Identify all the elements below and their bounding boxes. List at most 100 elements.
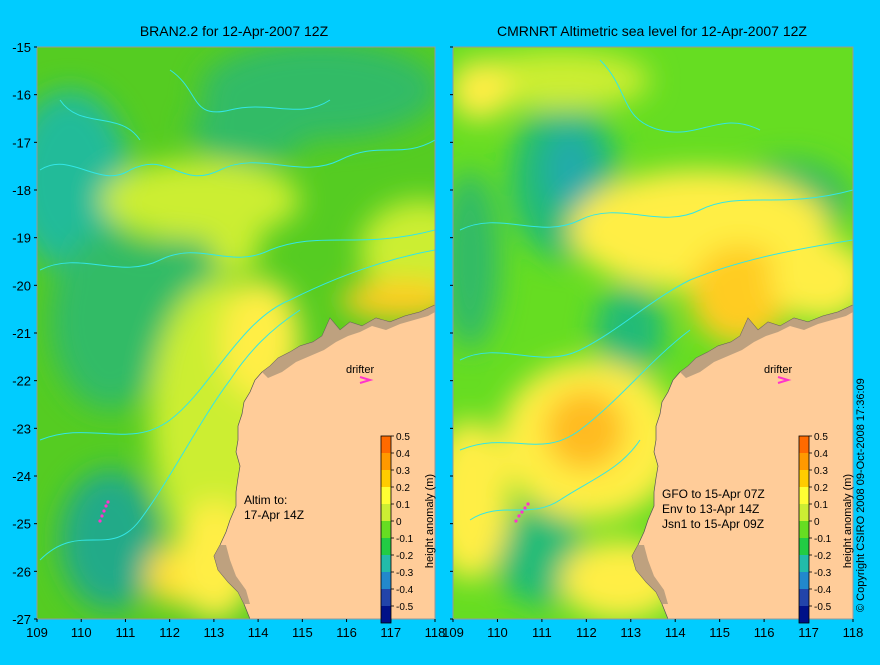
colorbar-swatch — [381, 538, 391, 555]
colorbar-swatch — [799, 487, 809, 504]
colorbar-swatch — [799, 538, 809, 555]
colorbar-tick-label: 0 — [396, 517, 402, 528]
y-tick-label: -18 — [12, 183, 31, 198]
colorbar-tick-label: 0.1 — [396, 500, 410, 511]
colorbar-tick-label: -0.4 — [814, 585, 832, 596]
coast-shading — [680, 305, 853, 378]
drifter-label: drifter — [764, 364, 792, 376]
x-tick-label: 115 — [709, 625, 730, 640]
x-tick-label: 115 — [292, 625, 313, 640]
colorbar-swatch — [381, 453, 391, 470]
colorbar-tick-label: 0 — [814, 517, 820, 528]
altimetry-note: Altim to: 17-Apr 14Z — [244, 493, 304, 522]
coast-shading — [262, 305, 435, 378]
y-tick-label: -21 — [12, 326, 31, 341]
colorbar-label: height anomaly (m) — [424, 474, 436, 568]
y-tick-label: -25 — [12, 517, 31, 532]
right-axes: 109 110 111 112 113 114 115 116 117 118 — [442, 46, 864, 640]
colorbar-tick-label: -0.5 — [396, 602, 414, 613]
colorbar-swatch — [799, 521, 809, 538]
colorbar-tick-label: 0.1 — [814, 500, 828, 511]
x-tick-label: 117 — [798, 625, 819, 640]
colorbar-tick-label: -0.2 — [814, 551, 832, 562]
land-area — [631, 304, 853, 619]
satellite-note: GFO to 15-Apr 07Z Env to 13-Apr 14Z Jsn1… — [662, 487, 768, 531]
x-tick-label: 110 — [487, 625, 508, 640]
colorbar-swatch — [381, 555, 391, 572]
y-tick-label: -19 — [12, 231, 31, 246]
drifter-label: drifter — [346, 364, 374, 376]
colorbar-swatch — [799, 572, 809, 589]
colorbar-swatch — [799, 436, 809, 453]
drifter-track — [98, 500, 110, 523]
x-tick-label: 111 — [532, 625, 552, 640]
coast-shading — [214, 545, 250, 604]
colorbar-tick-label: -0.2 — [396, 551, 414, 562]
x-tick-label: 109 — [26, 625, 48, 640]
x-tick-label: 110 — [71, 625, 92, 640]
colorbar-tick-label: 0.3 — [396, 466, 410, 477]
y-tick-label: -16 — [12, 88, 31, 103]
left-map: drifter Altim to: 17-Apr 14Z — [37, 47, 435, 619]
left-panel-title: BRAN2.2 for 12-Apr-2007 12Z — [140, 23, 329, 39]
colorbar-swatch — [799, 555, 809, 572]
colorbar-swatch — [381, 504, 391, 521]
x-tick-label: 117 — [380, 625, 401, 640]
left-colorbar: 0.5 0.4 0.3 0.2 0.1 0 -0.1 -0.2 -0.3 -0.4 -0.5 heig… — [380, 432, 436, 624]
copyright-timestamp: © Copyright CSIRO 2008 09-Oct-2008 17:36… — [855, 378, 867, 612]
drifter-track — [514, 502, 530, 523]
colorbar-swatch — [799, 453, 809, 470]
colorbar-swatch — [799, 470, 809, 487]
x-tick-label: 118 — [425, 625, 446, 640]
colorbar-frame — [798, 435, 810, 624]
colorbar-swatch — [381, 521, 391, 538]
colorbar-tick-label: -0.1 — [814, 534, 832, 545]
y-tick-label: -27 — [12, 612, 31, 627]
colorbar-tick-label: 0.2 — [814, 483, 828, 494]
coast-shading — [632, 545, 668, 604]
drifter-marker — [359, 376, 374, 384]
y-tick-label: -23 — [12, 421, 31, 436]
x-tick-label: 113 — [620, 625, 641, 640]
contour-lines — [459, 59, 853, 521]
right-colorbar: 0.5 0.4 0.3 0.2 0.1 0 -0.1 -0.2 -0.3 -0.4 -0.5 heig… — [798, 432, 854, 624]
y-tick-label: -26 — [12, 564, 31, 579]
colorbar-tick-label: -0.4 — [396, 585, 414, 596]
x-tick-label: 114 — [665, 625, 686, 640]
right-map: drifter GFO to 15-Apr 07Z Env to 13-Apr … — [453, 47, 853, 619]
right-panel-title: CMRNRT Altimetric sea level for 12-Apr-2… — [497, 23, 807, 39]
x-tick-label: 111 — [116, 625, 136, 640]
colorbar-frame — [380, 435, 392, 624]
y-tick-label: -22 — [12, 374, 31, 389]
x-tick-label: 116 — [336, 625, 357, 640]
colorbar-swatch — [381, 470, 391, 487]
colorbar-tick-label: 0.5 — [396, 432, 410, 443]
x-tick-label: 112 — [159, 625, 180, 640]
colorbar-swatch — [381, 487, 391, 504]
contour-lines — [39, 69, 435, 561]
colorbar-swatch — [799, 589, 809, 606]
left-axes: -15-16-17-18-19-20-21-22-23-24-25-26-271… — [12, 40, 445, 640]
colorbar-swatch — [381, 589, 391, 606]
colorbar-swatch — [381, 436, 391, 453]
x-tick-label: 109 — [442, 625, 464, 640]
colorbar-swatch — [799, 606, 809, 623]
colorbar-tick-label: -0.5 — [814, 602, 832, 613]
colorbar-swatch — [799, 504, 809, 521]
x-tick-label: 118 — [843, 625, 864, 640]
y-tick-label: -17 — [12, 135, 31, 150]
colorbar-tick-label: -0.3 — [814, 568, 832, 579]
colorbar-tick-label: -0.3 — [396, 568, 414, 579]
x-tick-label: 113 — [204, 625, 225, 640]
x-tick-label: 116 — [754, 625, 775, 640]
x-tick-label: 114 — [248, 625, 269, 640]
colorbar-tick-label: 0.4 — [396, 449, 410, 460]
y-tick-label: -20 — [12, 278, 31, 293]
drifter-marker — [777, 376, 792, 384]
y-tick-label: -24 — [12, 469, 31, 484]
colorbar-tick-label: -0.1 — [396, 534, 414, 545]
colorbar-label: height anomaly (m) — [842, 474, 854, 568]
colorbar-tick-label: 0.5 — [814, 432, 828, 443]
